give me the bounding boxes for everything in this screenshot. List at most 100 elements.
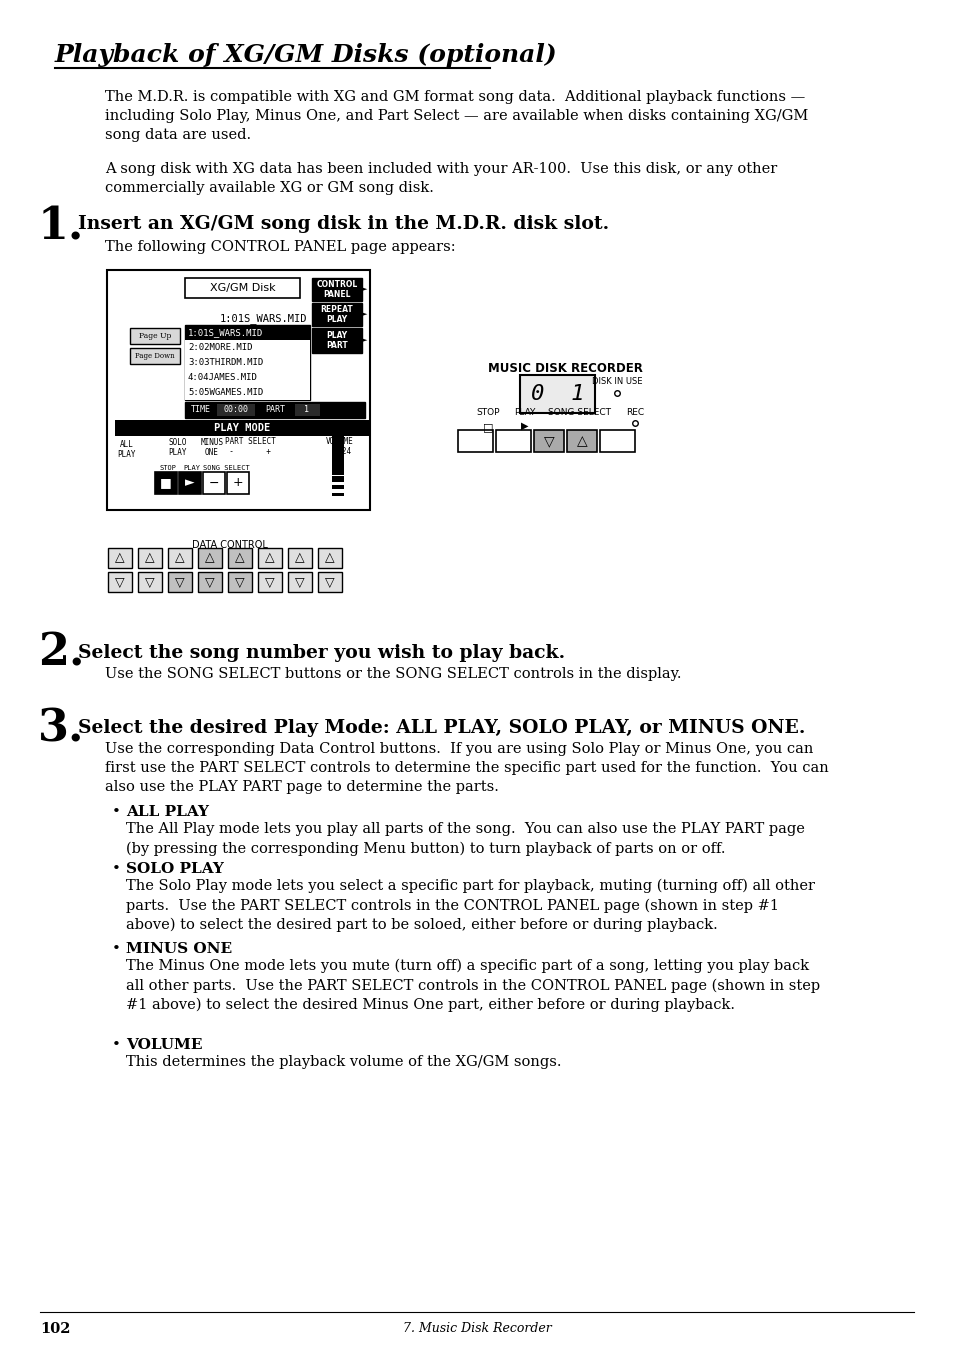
Bar (138, 572, 162, 592)
Bar (332, 433, 344, 447)
Text: ►: ► (185, 476, 194, 490)
Bar (185, 402, 365, 418)
Bar (138, 548, 162, 568)
Text: 3:03THIRDM.MID: 3:03THIRDM.MID (188, 357, 263, 367)
Text: •: • (112, 805, 121, 819)
Text: △: △ (576, 434, 587, 448)
Text: STOP: STOP (159, 465, 176, 471)
Text: The Solo Play mode lets you select a specific part for playback, muting (turning: The Solo Play mode lets you select a spe… (126, 880, 814, 932)
Text: ▽: ▽ (543, 434, 554, 448)
Text: △: △ (115, 552, 125, 564)
Text: Page Down: Page Down (135, 352, 174, 360)
Bar (203, 472, 225, 494)
Text: PLAY: PLAY (183, 465, 200, 471)
Bar (519, 375, 595, 413)
Text: This determines the playback volume of the XG/GM songs.: This determines the playback volume of t… (126, 1055, 561, 1068)
Bar (115, 420, 370, 436)
Text: ALL PLAY: ALL PLAY (126, 805, 209, 819)
Text: 5:05WGAMES.MID: 5:05WGAMES.MID (188, 389, 263, 397)
Bar (288, 572, 312, 592)
Text: SOLO PLAY: SOLO PLAY (126, 862, 224, 876)
Text: ▽: ▽ (205, 576, 214, 588)
Text: PLAY: PLAY (514, 407, 536, 417)
Bar (107, 270, 370, 510)
Text: 1: 1 (304, 406, 309, 414)
Bar (168, 548, 192, 568)
Text: △: △ (175, 552, 185, 564)
Text: 2.: 2. (38, 631, 85, 674)
Bar (185, 384, 310, 401)
Text: CONTROL
PANEL: CONTROL PANEL (316, 279, 357, 299)
Text: •: • (112, 942, 121, 956)
Text: PART: PART (265, 406, 285, 414)
Text: ▽: ▽ (294, 576, 305, 588)
Text: A song disk with XG data has been included with your AR-100.  Use this disk, or : A song disk with XG data has been includ… (105, 162, 777, 196)
Text: 7. Music Disk Recorder: 7. Music Disk Recorder (402, 1322, 551, 1336)
Text: PART SELECT: PART SELECT (224, 437, 275, 447)
Bar (185, 278, 299, 298)
Text: SONG SELECT: SONG SELECT (548, 407, 611, 417)
Text: △: △ (294, 552, 305, 564)
Bar (198, 572, 222, 592)
Bar (317, 548, 341, 568)
Bar (294, 403, 319, 415)
Text: +: + (233, 476, 243, 490)
Bar (185, 370, 310, 384)
Text: DISK IN USE: DISK IN USE (591, 376, 641, 386)
Bar (198, 548, 222, 568)
Text: The following CONTROL PANEL page appears:: The following CONTROL PANEL page appears… (105, 240, 456, 254)
Text: ▽: ▽ (175, 576, 185, 588)
Text: The M.D.R. is compatible with XG and GM format song data.  Additional playback f: The M.D.R. is compatible with XG and GM … (105, 90, 807, 142)
Text: The Minus One mode lets you mute (turn off) a specific part of a song, letting y: The Minus One mode lets you mute (turn o… (126, 959, 820, 1012)
Bar (332, 476, 344, 482)
Text: 1.: 1. (38, 205, 84, 248)
Text: ■: ■ (160, 476, 172, 490)
Bar (332, 442, 344, 455)
Text: STOP: STOP (476, 407, 499, 417)
Text: 1:01S_WARS.MID: 1:01S_WARS.MID (220, 313, 307, 324)
Bar (312, 328, 361, 353)
Text: MINUS
ONE: MINUS ONE (200, 438, 223, 457)
Text: TIME: TIME (191, 406, 211, 414)
Text: △: △ (145, 552, 154, 564)
Bar (312, 304, 361, 326)
Bar (130, 348, 180, 364)
Text: 102: 102 (40, 1322, 71, 1336)
Text: SOLO
PLAY: SOLO PLAY (169, 438, 187, 457)
Bar (534, 430, 563, 452)
Text: 2:02MORE.MID: 2:02MORE.MID (188, 343, 253, 352)
Text: DATA CONTROL: DATA CONTROL (192, 540, 268, 550)
Text: 00:00: 00:00 (223, 406, 248, 414)
Bar (332, 459, 344, 468)
Bar (496, 430, 531, 452)
Text: ▽: ▽ (325, 576, 335, 588)
Text: Select the desired Play Mode: ALL PLAY, SOLO PLAY, or MINUS ONE.: Select the desired Play Mode: ALL PLAY, … (78, 719, 804, 737)
Text: △: △ (235, 552, 245, 564)
Text: Use the SONG SELECT buttons or the SONG SELECT controls in the display.: Use the SONG SELECT buttons or the SONG … (105, 666, 680, 681)
Bar (168, 572, 192, 592)
Text: Insert an XG/GM song disk in the M.D.R. disk slot.: Insert an XG/GM song disk in the M.D.R. … (78, 214, 608, 233)
Text: −: − (209, 476, 219, 490)
Text: 4:04JAMES.MID: 4:04JAMES.MID (188, 374, 257, 382)
Text: △: △ (325, 552, 335, 564)
Bar (216, 403, 254, 415)
Bar (566, 430, 597, 452)
Bar (457, 430, 493, 452)
Text: ▽: ▽ (235, 576, 245, 588)
Bar (130, 328, 180, 344)
Text: MINUS ONE: MINUS ONE (126, 942, 232, 956)
Bar (228, 572, 252, 592)
Bar (332, 468, 344, 475)
Text: Use the corresponding Data Control buttons.  If you are using Solo Play or Minus: Use the corresponding Data Control butto… (105, 742, 828, 795)
Bar (185, 355, 310, 370)
Text: Page Up: Page Up (139, 332, 171, 340)
Text: ▶: ▶ (520, 421, 528, 430)
Text: XG/GM Disk: XG/GM Disk (210, 283, 275, 293)
Bar (599, 430, 635, 452)
Text: ►: ► (361, 312, 367, 317)
Bar (288, 548, 312, 568)
Text: REC: REC (625, 407, 643, 417)
Text: VOLUME: VOLUME (326, 437, 354, 447)
Text: The All Play mode lets you play all parts of the song.  You can also use the PLA: The All Play mode lets you play all part… (126, 822, 804, 855)
Text: MUSIC DISK RECORDER: MUSIC DISK RECORDER (487, 362, 641, 375)
